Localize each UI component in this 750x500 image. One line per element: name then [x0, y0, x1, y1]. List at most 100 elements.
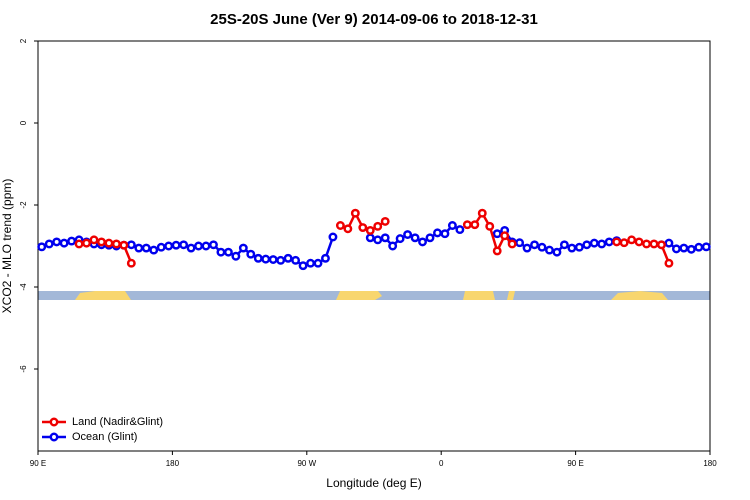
data-point	[246, 249, 256, 259]
data-point	[59, 238, 69, 248]
y-tick-label: -2	[19, 201, 28, 209]
land-ocean-strip	[38, 291, 710, 300]
data-point	[104, 238, 114, 248]
data-point	[410, 233, 420, 243]
data-point	[276, 255, 286, 265]
x-tick-label: 180	[166, 459, 180, 468]
x-tick-label: 180	[703, 459, 717, 468]
data-point	[433, 228, 442, 238]
data-point	[97, 237, 106, 247]
data-point	[67, 236, 77, 246]
data-point	[111, 239, 121, 249]
data-point	[380, 233, 390, 243]
data-point	[477, 208, 487, 218]
data-point	[425, 233, 435, 243]
data-point	[492, 229, 502, 239]
series	[74, 208, 674, 268]
data-point	[485, 221, 495, 231]
data-point	[619, 238, 629, 248]
data-point	[238, 243, 248, 253]
data-point	[694, 242, 704, 252]
data-point	[567, 243, 577, 253]
data-point	[209, 240, 218, 250]
y-tick-label: 2	[19, 38, 28, 43]
data-point	[141, 243, 151, 253]
data-point	[313, 258, 323, 268]
data-point	[470, 220, 480, 230]
data-point	[634, 237, 644, 247]
legend-marker	[49, 432, 59, 442]
data-point	[306, 258, 315, 268]
data-point	[52, 237, 62, 247]
data-point	[522, 243, 532, 253]
chart-title: 25S-20S June (Ver 9) 2014-09-06 to 2018-…	[210, 11, 538, 28]
data-point	[37, 242, 47, 252]
data-point	[492, 246, 502, 256]
data-point	[358, 223, 368, 233]
data-point	[701, 242, 711, 252]
data-point	[223, 247, 233, 257]
data-point	[283, 253, 293, 263]
data-point	[679, 243, 689, 253]
data-point	[597, 239, 607, 249]
data-point	[664, 258, 674, 268]
x-tick-label: 90 W	[297, 459, 316, 468]
land-patch	[507, 291, 515, 300]
data-point	[612, 237, 622, 247]
data-point	[261, 254, 271, 264]
legend-label: Ocean (Glint)	[72, 431, 137, 443]
data-point	[82, 238, 91, 248]
data-point	[537, 242, 547, 252]
land-patch	[336, 291, 382, 300]
data-point	[268, 255, 278, 264]
data-point	[343, 224, 353, 234]
data-point	[380, 216, 390, 226]
data-point	[627, 235, 637, 245]
data-point	[604, 237, 614, 247]
data-point	[171, 240, 181, 250]
data-point	[418, 237, 427, 247]
data-point	[559, 240, 569, 250]
data-point	[126, 240, 136, 250]
data-point	[134, 243, 144, 253]
y-tick-label: 0	[19, 120, 28, 125]
data-point	[395, 234, 405, 244]
x-tick-label: 90 E	[567, 459, 583, 468]
data-point	[126, 258, 136, 268]
land-patch	[463, 291, 495, 300]
land-patch	[611, 291, 668, 300]
data-point	[164, 241, 174, 251]
data-point	[686, 244, 696, 254]
data-point	[462, 220, 472, 230]
land-patch	[75, 291, 131, 300]
data-point	[403, 230, 413, 239]
data-point	[74, 239, 84, 249]
data-point	[455, 225, 465, 235]
data-point	[530, 240, 539, 250]
data-point	[545, 245, 554, 255]
y-axis-label: XCO2 - MLO trend (ppm)	[0, 179, 14, 314]
x-axis-label: Longitude (deg E)	[326, 476, 421, 490]
data-point	[447, 221, 457, 230]
data-point	[440, 229, 450, 239]
legend-label: Land (Nadir&Glint)	[72, 416, 163, 428]
data-point	[298, 261, 308, 271]
data-point	[507, 239, 517, 249]
data-point	[373, 235, 383, 245]
data-point	[350, 208, 360, 218]
data-point	[201, 241, 211, 251]
data-point	[149, 245, 159, 255]
data-point	[642, 239, 651, 249]
data-point	[156, 242, 166, 252]
legend-marker	[49, 417, 59, 427]
data-point	[649, 239, 659, 249]
data-point	[231, 251, 241, 261]
data-point	[500, 231, 510, 241]
data-point	[321, 253, 330, 263]
data-point	[194, 241, 203, 251]
data-point	[179, 240, 189, 250]
y-tick-label: -4	[19, 283, 28, 291]
data-point	[186, 243, 196, 253]
